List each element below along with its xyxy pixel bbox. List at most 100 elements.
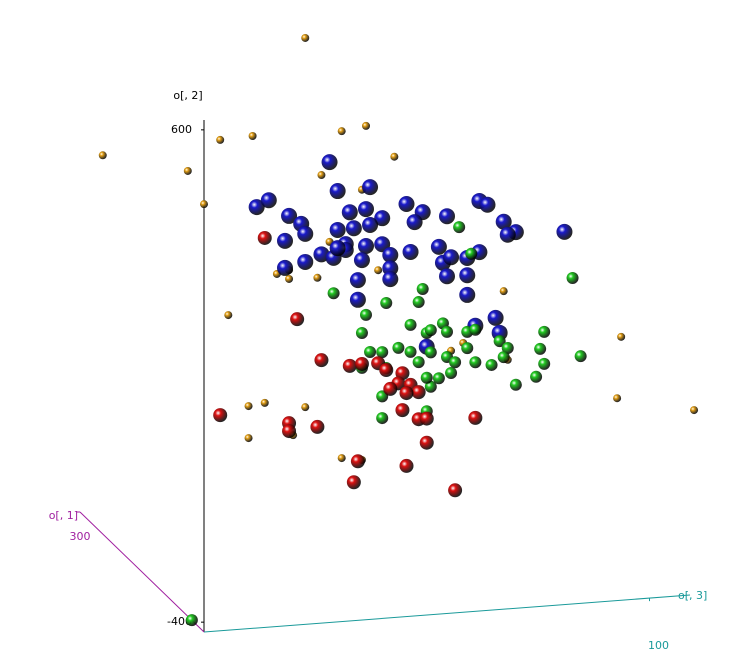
point	[282, 424, 297, 439]
point	[185, 614, 198, 627]
point	[395, 403, 410, 418]
point	[538, 325, 551, 338]
point	[98, 151, 107, 160]
point	[534, 342, 547, 355]
point	[374, 266, 383, 275]
point	[345, 220, 362, 237]
point	[313, 273, 322, 282]
point	[485, 358, 498, 371]
point	[376, 346, 389, 359]
point	[362, 121, 370, 130]
point	[465, 247, 478, 260]
point	[439, 268, 455, 285]
point	[376, 412, 389, 425]
point	[285, 274, 294, 283]
point	[200, 200, 208, 209]
point	[374, 210, 391, 227]
axes: o[, 2] 600 -400 o[, 3] 100 o[, 1] 300	[49, 89, 708, 652]
point	[341, 204, 358, 221]
point	[493, 335, 506, 348]
y-tick-label: -400	[167, 615, 192, 628]
point	[260, 192, 277, 209]
point	[354, 356, 369, 371]
point	[342, 358, 357, 373]
point	[617, 332, 626, 341]
point	[382, 271, 399, 288]
point	[277, 232, 293, 249]
point	[459, 286, 476, 303]
point	[313, 246, 330, 263]
z-tick-label: 300	[70, 530, 91, 543]
point	[399, 458, 414, 473]
point	[468, 410, 483, 425]
point	[358, 201, 374, 218]
points	[98, 33, 699, 627]
point	[355, 326, 368, 339]
point	[613, 394, 622, 403]
point	[224, 311, 233, 320]
point	[501, 341, 514, 354]
point	[495, 213, 512, 230]
point	[310, 419, 325, 434]
point	[216, 135, 225, 144]
z-axis	[79, 511, 205, 633]
point	[349, 291, 366, 308]
point	[574, 350, 587, 363]
y-tick-label: 600	[171, 123, 192, 136]
point	[424, 346, 437, 359]
point	[353, 252, 370, 269]
point	[327, 287, 340, 300]
point	[461, 342, 474, 355]
point	[301, 33, 310, 42]
point	[404, 318, 417, 331]
point	[317, 171, 326, 180]
point	[248, 199, 265, 216]
point	[362, 179, 379, 196]
point	[244, 434, 253, 443]
point	[459, 267, 476, 284]
point	[314, 353, 329, 368]
point	[277, 259, 293, 276]
point	[424, 380, 437, 393]
point	[439, 208, 455, 225]
point	[690, 406, 699, 415]
point	[412, 356, 425, 369]
y-axis-label: o[, 2]	[173, 89, 202, 102]
point	[281, 207, 298, 224]
point	[398, 196, 415, 213]
point	[362, 217, 379, 234]
point	[469, 356, 482, 369]
point	[419, 435, 434, 450]
point	[449, 356, 462, 369]
point	[382, 246, 399, 263]
point	[416, 282, 429, 295]
point	[260, 398, 269, 407]
point	[329, 240, 346, 257]
point	[213, 408, 228, 423]
point	[183, 166, 192, 175]
point	[350, 454, 365, 469]
point	[404, 345, 417, 358]
point	[297, 225, 314, 242]
point	[430, 238, 447, 255]
point	[380, 297, 393, 310]
point	[248, 131, 257, 140]
point	[329, 221, 346, 238]
point	[399, 386, 414, 401]
point	[392, 341, 405, 354]
point	[479, 196, 496, 213]
point	[329, 183, 346, 200]
point	[487, 309, 504, 326]
point	[530, 370, 543, 383]
point	[390, 152, 399, 161]
point	[360, 308, 372, 321]
point	[257, 230, 272, 245]
point	[419, 411, 434, 426]
point	[346, 475, 361, 490]
point	[379, 363, 394, 378]
point	[509, 378, 522, 391]
x-tick-label: 100	[648, 639, 669, 652]
point	[448, 483, 463, 498]
point	[424, 324, 437, 337]
